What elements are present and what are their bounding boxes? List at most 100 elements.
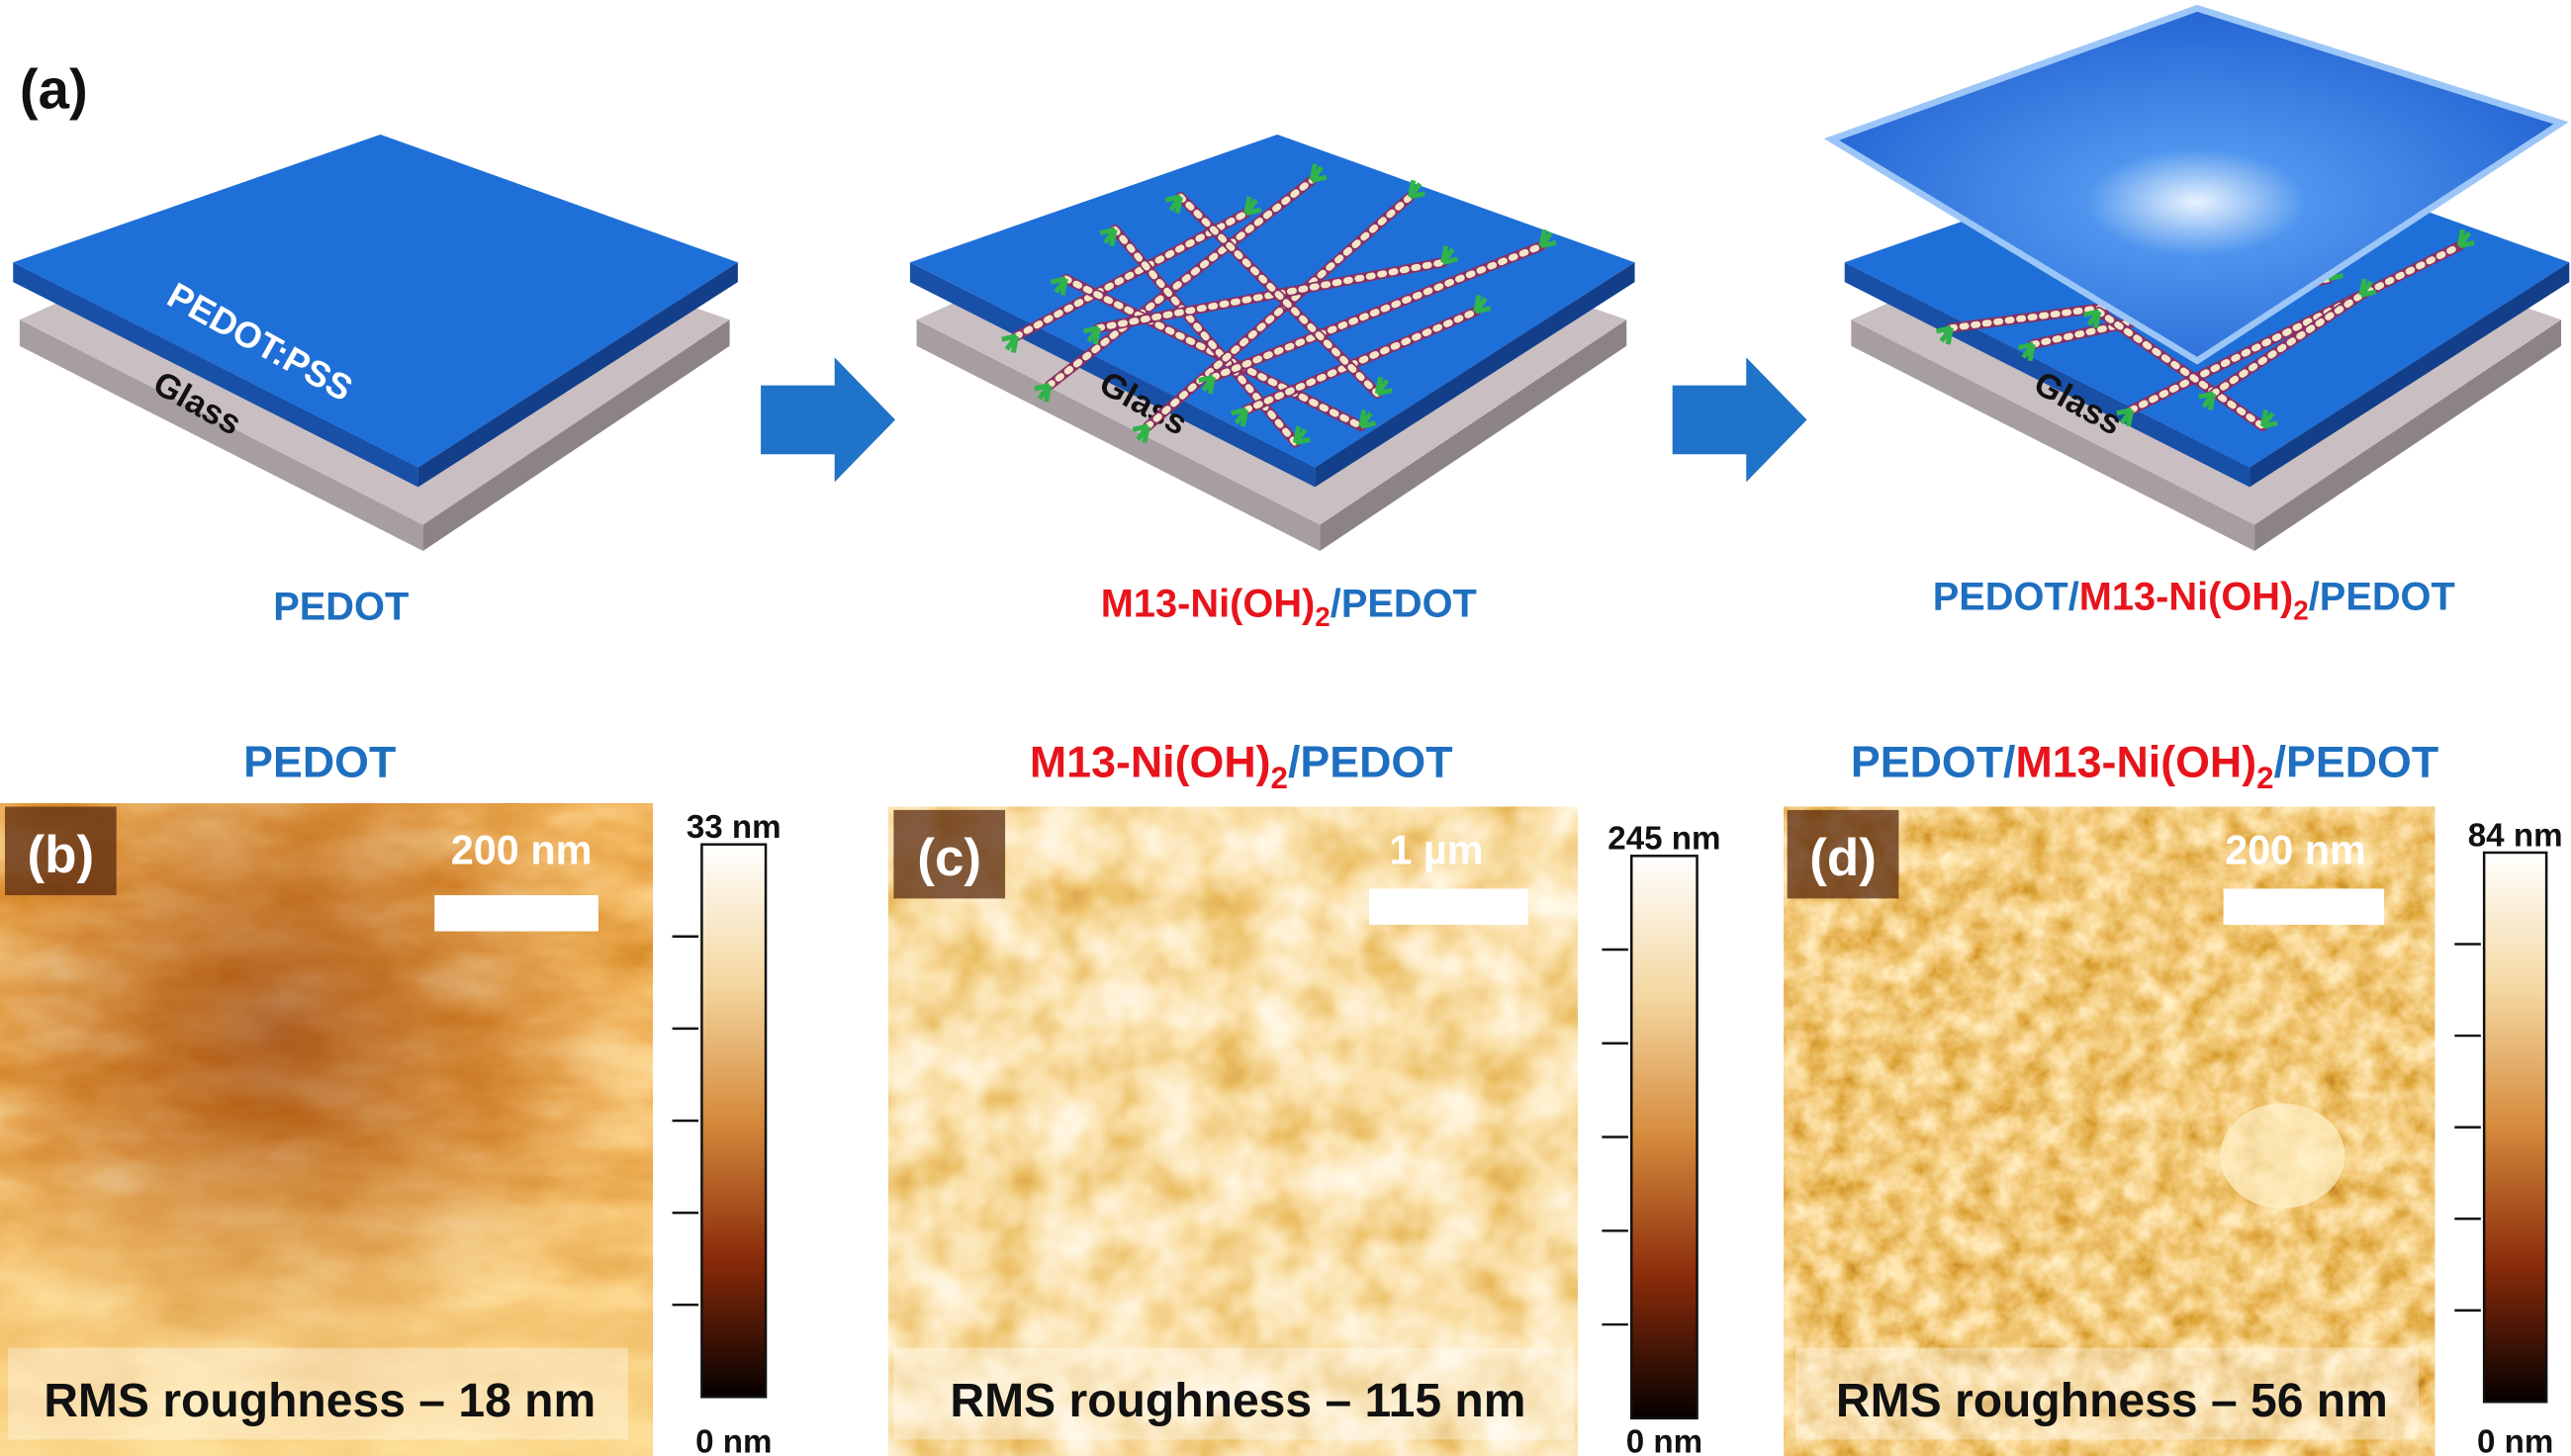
step-caption: M13-Ni(OH)2/PEDOT [1101, 582, 1477, 632]
fiber-end [1935, 325, 1954, 345]
scale-bar [2223, 888, 2385, 925]
panel-label: (b) [27, 826, 94, 884]
fiber-end [2358, 278, 2377, 298]
colorbar-max: 84 nm [2468, 817, 2563, 854]
panel-label: (c) [917, 829, 981, 887]
fiber-end [1231, 408, 1249, 427]
text-segment: /PEDOT [2274, 738, 2439, 787]
fiber-end [2456, 228, 2475, 249]
colorbar [1629, 855, 1699, 1420]
slab-side [1851, 319, 2255, 551]
text-segment: M13-Ni(OH) [1030, 738, 1271, 787]
label-box [893, 809, 1006, 899]
panel-title: PEDOT/M13-Ni(OH)2/PEDOT [1851, 738, 2438, 795]
fiber-beads [1144, 193, 1414, 430]
afm-feature [2220, 1103, 2345, 1209]
fiber-beads [1046, 177, 1316, 389]
label-box [4, 806, 117, 896]
fiber-beads [1242, 308, 1480, 413]
fiber-end [1358, 409, 1377, 429]
fiber-end [1164, 194, 1183, 215]
text-segment: M13-Ni(OH) [2079, 576, 2294, 619]
fiber-end [1034, 383, 1053, 403]
fiber-beads [1095, 258, 1446, 331]
slab-top [13, 134, 738, 468]
slab-side [1320, 319, 1627, 551]
text-segment: /PEDOT [2309, 576, 2455, 619]
colorbar-max: 33 nm [687, 809, 781, 846]
text-segment: 2 [2293, 595, 2308, 626]
fiber-end [1001, 333, 1020, 353]
text-segment: PEDOT/ [1851, 738, 2016, 787]
slab-side [417, 262, 738, 488]
text-segment: 2 [1315, 601, 1330, 632]
rms-label: RMS roughness – 18 nm [44, 1374, 596, 1427]
fiber-end [1408, 179, 1425, 200]
fiber-end [1538, 228, 1557, 249]
text-segment: PEDOT/ [1933, 576, 2079, 619]
scale-bar [434, 895, 598, 932]
rms-box [893, 1347, 1575, 1440]
colorbar-min: 0 nm [2477, 1424, 2553, 1456]
fiber-end [1473, 294, 1492, 315]
arrow [1672, 357, 1807, 483]
scale-bar-label: 1 µm [1389, 827, 1483, 873]
text-segment: PEDOT [273, 586, 409, 629]
slab-side [1315, 262, 1635, 488]
slab-side [916, 319, 1321, 551]
panel-title: M13-Ni(OH)2/PEDOT [1030, 738, 1453, 795]
fiber-end [1132, 423, 1150, 444]
slab-side [2254, 319, 2562, 551]
fiber-beads [1210, 242, 1545, 381]
rms-box [1794, 1347, 2419, 1440]
rms-label: RMS roughness – 115 nm [950, 1374, 1525, 1427]
fiber-end [1083, 325, 1101, 345]
step-caption: PEDOT/M13-Ni(OH)2/PEDOT [1933, 576, 2455, 626]
colorbar-max: 245 nm [1607, 821, 1720, 858]
text-segment: /PEDOT [1331, 582, 1477, 625]
slab-side [2250, 262, 2570, 488]
text-segment: M13-Ni(OH) [2016, 738, 2257, 787]
fiber-beads [1013, 210, 1250, 340]
text-segment: M13-Ni(OH) [1101, 582, 1316, 625]
slab-side [422, 319, 730, 551]
fiber-beads [2095, 308, 2266, 430]
fiber-end [2198, 391, 2217, 410]
panel-title: PEDOT [243, 738, 396, 787]
panel-label: (d) [1809, 829, 1877, 887]
slab-top [909, 134, 1635, 468]
fiber-end [1293, 425, 1311, 446]
colorbar [2482, 851, 2548, 1404]
fiber-end [1198, 374, 1217, 395]
fiber-beads [2128, 242, 2463, 413]
colorbar [700, 843, 768, 1399]
colorbar-min: 0 nm [1626, 1424, 1702, 1456]
fiber-end [1050, 276, 1068, 296]
colorbar-min: 0 nm [695, 1424, 772, 1456]
fiber-end [2017, 341, 2036, 362]
fiber-end [1243, 196, 1262, 216]
scale-bar [1369, 888, 1528, 925]
fiber-end [1309, 163, 1328, 183]
fiber-end [2259, 409, 2278, 429]
slab-side [19, 319, 423, 551]
fiber-end [2116, 408, 2135, 427]
fiber-beads [2210, 292, 2365, 398]
arrow [761, 357, 896, 483]
fiber-end [2083, 309, 2102, 329]
step-caption: PEDOT [273, 586, 409, 629]
text-segment: 2 [2256, 761, 2273, 795]
rms-box [8, 1347, 628, 1440]
slab-side [1844, 262, 2250, 488]
slab-side [13, 262, 418, 488]
fiber-end [1099, 227, 1118, 247]
fiber-beads [1177, 193, 1381, 398]
top-electrode [1823, 4, 2569, 365]
text-segment: 2 [1271, 761, 1288, 795]
scale-bar-label: 200 nm [2225, 827, 2366, 873]
text-segment: PEDOT [243, 738, 396, 787]
rms-label: RMS roughness – 56 nm [1836, 1374, 2388, 1427]
fiber-end [1440, 245, 1459, 265]
